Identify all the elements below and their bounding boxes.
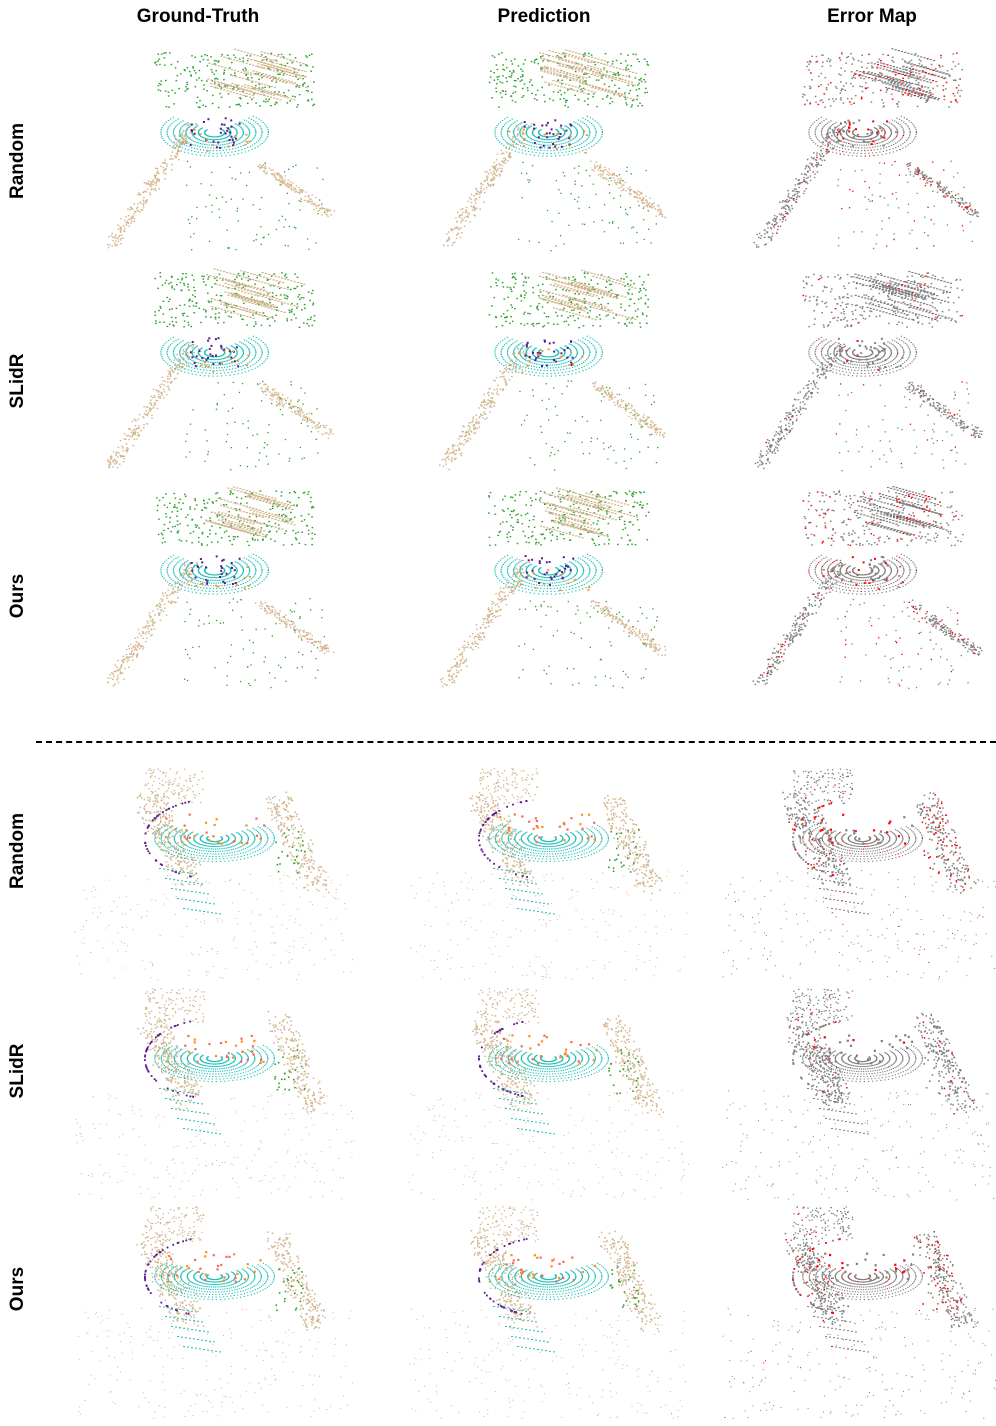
point-cloud-svg (712, 478, 996, 706)
point-cloud-panel-r6-pred (398, 1198, 698, 1426)
point-cloud-panel-r5-pred (398, 980, 698, 1208)
point-cloud-panel-r2-gt (64, 260, 364, 488)
point-cloud-panel-r2-pred (398, 260, 698, 488)
row-label-bottom-3: Ours (7, 1189, 29, 1389)
block-divider (36, 741, 996, 743)
point-cloud-svg (712, 260, 996, 488)
point-cloud-svg (64, 760, 364, 988)
point-cloud-panel-r3-gt (64, 478, 364, 706)
row-label-bottom-1: Random (7, 751, 29, 951)
point-cloud-svg (398, 478, 698, 706)
point-cloud-svg (398, 760, 698, 988)
point-cloud-svg (64, 980, 364, 1208)
header-error-map: Error Map (742, 6, 996, 28)
point-cloud-svg (398, 980, 698, 1208)
point-cloud-svg (64, 1198, 364, 1426)
point-cloud-svg (712, 760, 996, 988)
point-cloud-panel-r4-error (712, 760, 996, 988)
point-cloud-svg (712, 40, 996, 268)
row-label-top-1: Random (7, 61, 29, 261)
point-cloud-svg (712, 1198, 996, 1426)
point-cloud-panel-r2-error (712, 260, 996, 488)
point-cloud-panel-r5-gt (64, 980, 364, 1208)
point-cloud-svg (64, 260, 364, 488)
point-cloud-panel-r1-pred (398, 40, 698, 268)
row-label-top-2: SLidR (7, 281, 29, 481)
point-cloud-svg (398, 260, 698, 488)
point-cloud-svg (712, 980, 996, 1208)
point-cloud-svg (64, 40, 364, 268)
point-cloud-panel-r1-gt (64, 40, 364, 268)
point-cloud-panel-r6-error (712, 1198, 996, 1426)
point-cloud-panel-r1-error (712, 40, 996, 268)
point-cloud-panel-r3-pred (398, 478, 698, 706)
point-cloud-panel-r4-pred (398, 760, 698, 988)
point-cloud-svg (398, 40, 698, 268)
point-cloud-panel-r6-gt (64, 1198, 364, 1426)
header-ground-truth: Ground-Truth (68, 6, 328, 28)
point-cloud-panel-r4-gt (64, 760, 364, 988)
point-cloud-panel-r3-error (712, 478, 996, 706)
row-label-top-3: Ours (7, 496, 29, 696)
point-cloud-panel-r5-error (712, 980, 996, 1208)
header-prediction: Prediction (414, 6, 674, 28)
point-cloud-svg (398, 1198, 698, 1426)
row-label-bottom-2: SLidR (7, 971, 29, 1171)
point-cloud-svg (64, 478, 364, 706)
